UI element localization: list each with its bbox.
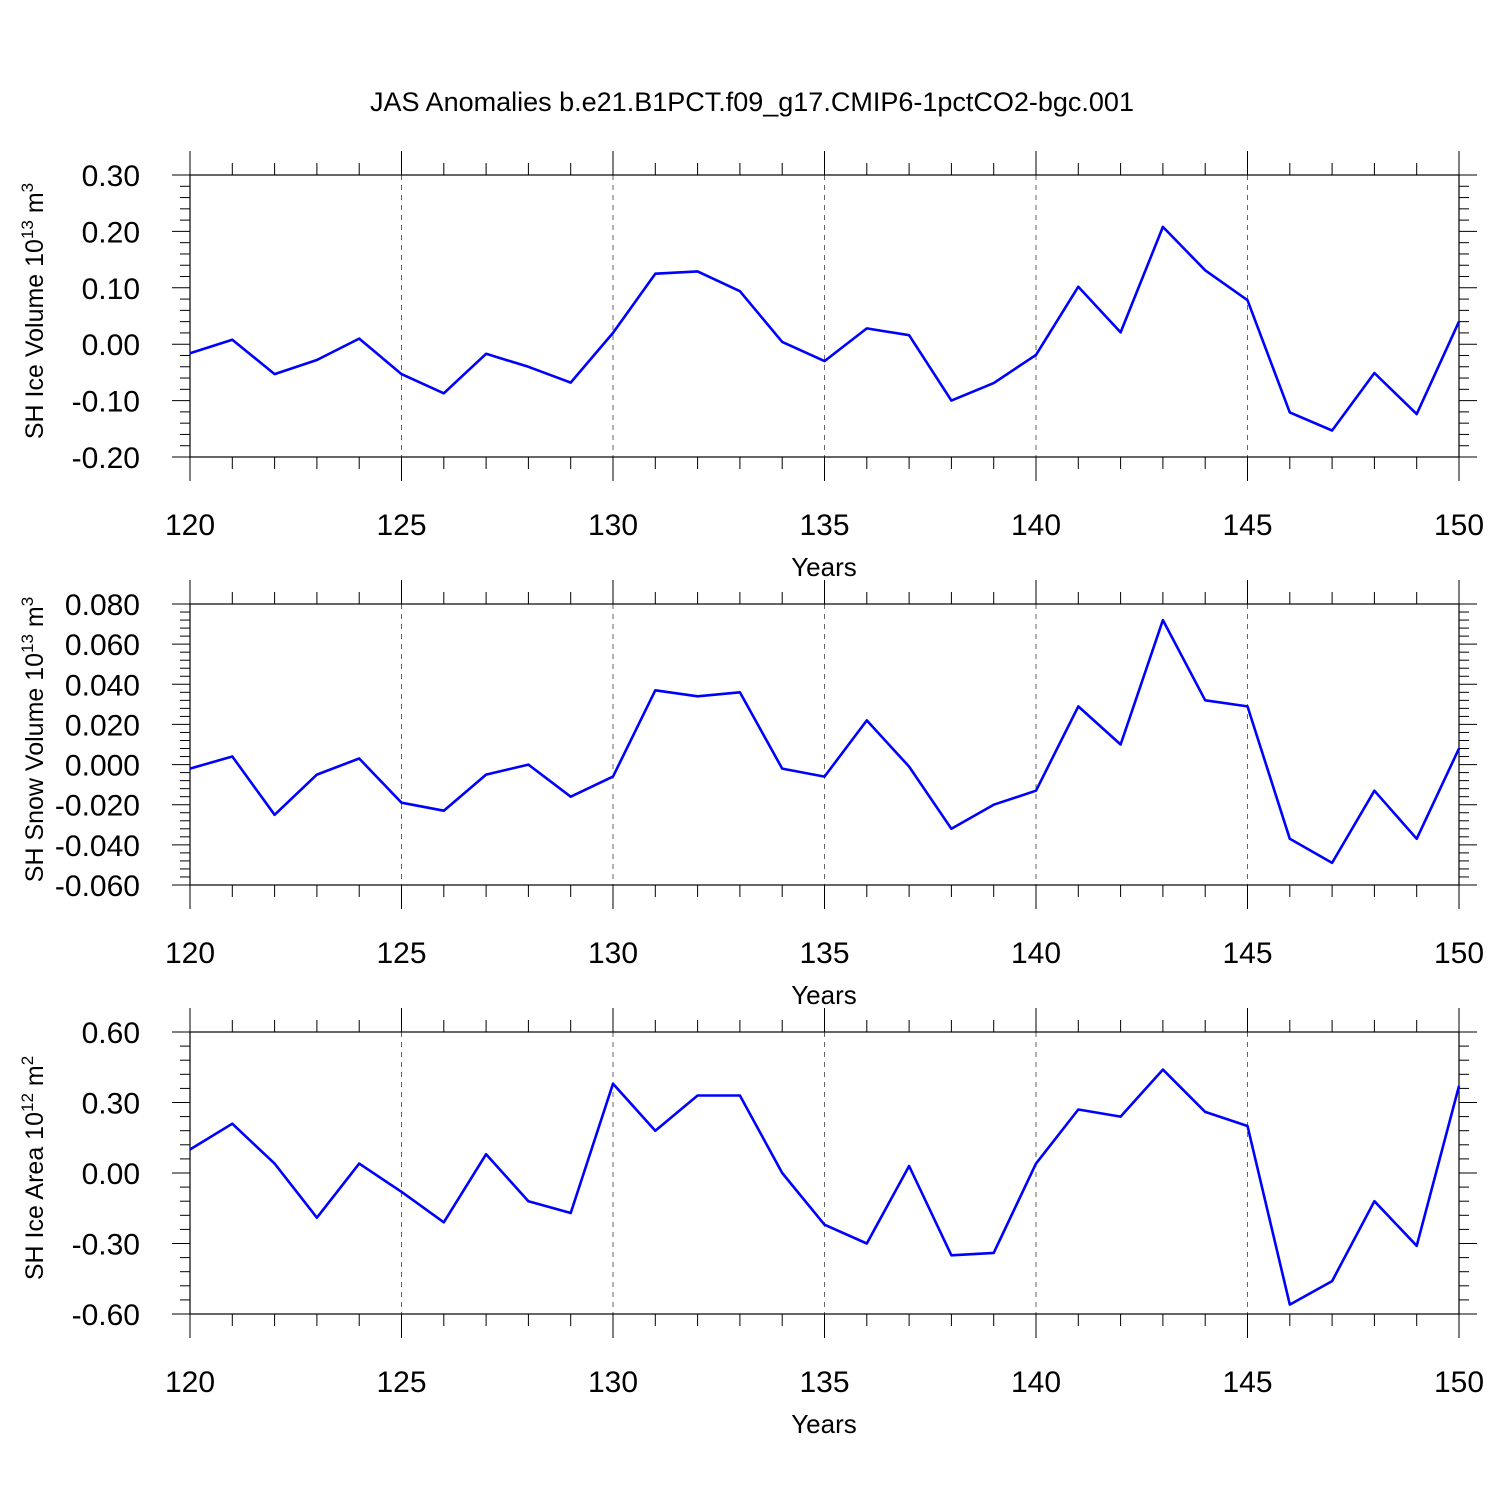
y-tick-label: -0.040: [55, 830, 140, 863]
x-tick-label: 135: [799, 937, 849, 970]
y-tick-label: 0.00: [82, 1158, 140, 1191]
y-tick-label: 0.60: [82, 1017, 140, 1050]
y-axis-label-unit-base: 10: [21, 653, 49, 681]
y-tick-label: 0.080: [65, 589, 140, 622]
x-tick-label: 130: [588, 937, 638, 970]
y-tick-label: 0.00: [82, 329, 140, 362]
y-tick-label: -0.30: [72, 1229, 140, 1262]
x-axis-label: Years: [791, 980, 857, 1010]
figure-title: JAS Anomalies b.e21.B1PCT.f09_g17.CMIP6-…: [370, 87, 1134, 117]
y-axis-label-unit-exp: 3: [18, 597, 37, 606]
series-line: [189, 618, 1461, 865]
y-tick-label: 0.020: [65, 709, 140, 742]
x-tick-label: 125: [376, 937, 426, 970]
x-tick-label: 135: [799, 1366, 849, 1399]
y-axis-label-unit-exp: 12: [18, 1093, 37, 1112]
y-tick-label: -0.60: [72, 1299, 140, 1332]
x-tick-label: 150: [1434, 509, 1484, 542]
x-tick-label: 125: [376, 509, 426, 542]
y-tick-label: -0.10: [72, 386, 140, 419]
x-tick-label: 120: [165, 937, 215, 970]
y-axis-label-unit-exp: 3: [18, 183, 37, 192]
y-axis-label-unit-exp: 13: [18, 634, 37, 653]
x-axis-label: Years: [791, 1409, 857, 1439]
y-axis-label-name: SH Ice Area: [21, 1140, 49, 1280]
x-axis-label: Years: [791, 552, 857, 582]
y-axis-label-unit-base: 10: [21, 239, 49, 267]
x-tick-label: 130: [588, 509, 638, 542]
x-tick-label: 140: [1011, 937, 1061, 970]
y-tick-label: 0.040: [65, 669, 140, 702]
y-tick-label: 0.20: [82, 216, 140, 249]
y-axis-label-unit-exp: 2: [18, 1056, 37, 1065]
y-tick-label: 0.000: [65, 750, 140, 783]
x-tick-label: 125: [376, 1366, 426, 1399]
y-axis-label-unit: m: [21, 1065, 49, 1093]
y-axis-label-unit: m: [21, 606, 49, 634]
y-axis-label-name: SH Ice Volume: [21, 267, 49, 439]
x-tick-label: 140: [1011, 509, 1061, 542]
series-line: [189, 225, 1461, 432]
x-tick-label: 145: [1222, 937, 1272, 970]
x-tick-label: 120: [165, 1366, 215, 1399]
y-axis-label-unit-exp: 13: [18, 220, 37, 239]
y-axis-label: SH Ice Area 1012 m2: [18, 1056, 49, 1280]
y-tick-label: 0.30: [82, 160, 140, 193]
x-tick-label: 140: [1011, 1366, 1061, 1399]
y-axis-label: SH Snow Volume 1013 m3: [18, 597, 49, 882]
x-tick-label: 130: [588, 1366, 638, 1399]
x-tick-label: 150: [1434, 1366, 1484, 1399]
y-axis-label-unit-base: 10: [21, 1112, 49, 1140]
x-tick-label: 135: [799, 509, 849, 542]
y-tick-label: -0.20: [72, 442, 140, 475]
x-tick-label: 145: [1222, 1366, 1272, 1399]
y-tick-label: 0.060: [65, 629, 140, 662]
x-tick-label: 150: [1434, 937, 1484, 970]
series-line: [189, 1068, 1461, 1306]
x-tick-label: 145: [1222, 509, 1272, 542]
y-axis-label-unit: m: [21, 192, 49, 220]
x-tick-label: 120: [165, 509, 215, 542]
chart-panel-2: 120 125 130 135 140 145 150 -0.060 -0.040 -0.020 0…: [18, 580, 1484, 1010]
y-axis-label: SH Ice Volume 1013 m3: [18, 183, 49, 439]
chart-panel-3: 120 125 130 135 140 145 150 -0.60 -0.30 0.00 0.30 0…: [18, 1008, 1484, 1439]
y-tick-label: -0.020: [55, 790, 140, 823]
y-tick-label: 0.30: [82, 1088, 140, 1121]
chart-panel-1: 120 125 130 135 140 145 150 -0.20 -0.10 0.00 0.10 0…: [18, 151, 1484, 582]
y-tick-label: 0.10: [82, 273, 140, 306]
y-axis-label-name: SH Snow Volume: [21, 681, 49, 883]
y-tick-label: -0.060: [55, 870, 140, 903]
